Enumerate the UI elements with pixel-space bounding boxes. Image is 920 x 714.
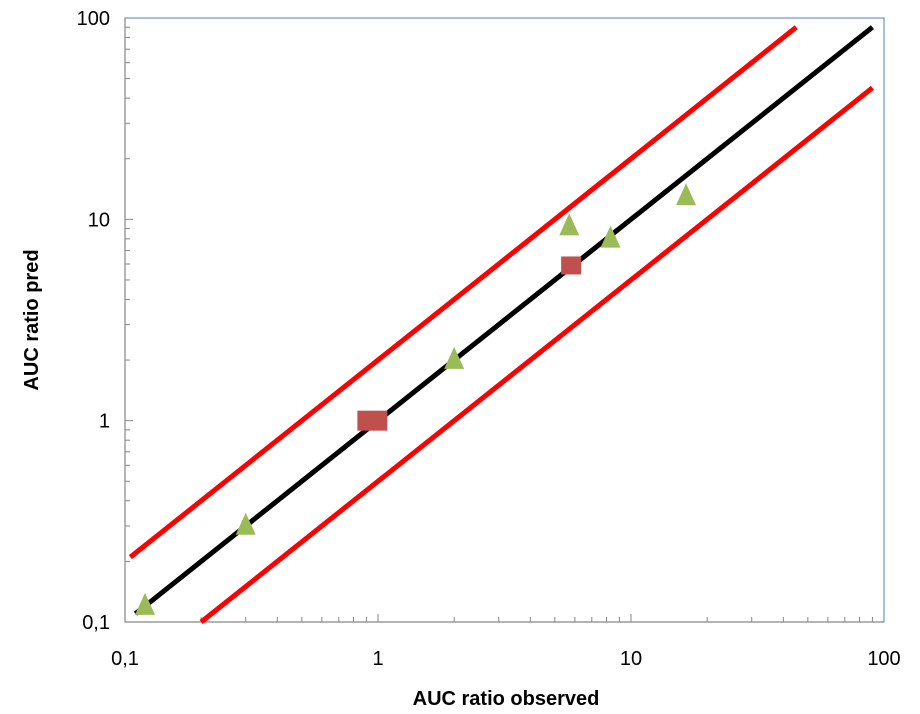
square-point [561,256,582,275]
y-tick-labels: 0,1 1 10 100 [77,8,110,634]
y-tick-label: 10 [88,209,110,231]
reference-line-identity [133,25,874,616]
y-tick-label: 0,1 [82,612,110,634]
x-tick-label: 100 [867,648,900,670]
y-tick-label: 1 [99,411,110,433]
y-axis-title: AUC ratio pred [21,249,43,390]
y-tick-label: 100 [77,8,110,30]
x-tick-labels: 0,1 1 10 100 [111,648,901,670]
triangle-point [235,512,256,535]
reference-line-lower-0.5x [199,85,874,624]
triangle-point [444,346,465,369]
axis-ticks [124,26,873,623]
reference-line-upper-2x [128,25,798,560]
x-tick-label: 1 [372,648,383,670]
triangle-point [559,213,580,236]
x-axis-title: AUC ratio observed [413,688,600,710]
triangle-point [676,183,697,206]
triangle-point [135,592,156,615]
x-tick-label: 0,1 [111,648,139,670]
triangle-point [600,225,621,248]
square-point [357,410,388,431]
x-tick-label: 10 [620,648,642,670]
reference-lines [128,25,874,624]
data-points [135,183,697,615]
